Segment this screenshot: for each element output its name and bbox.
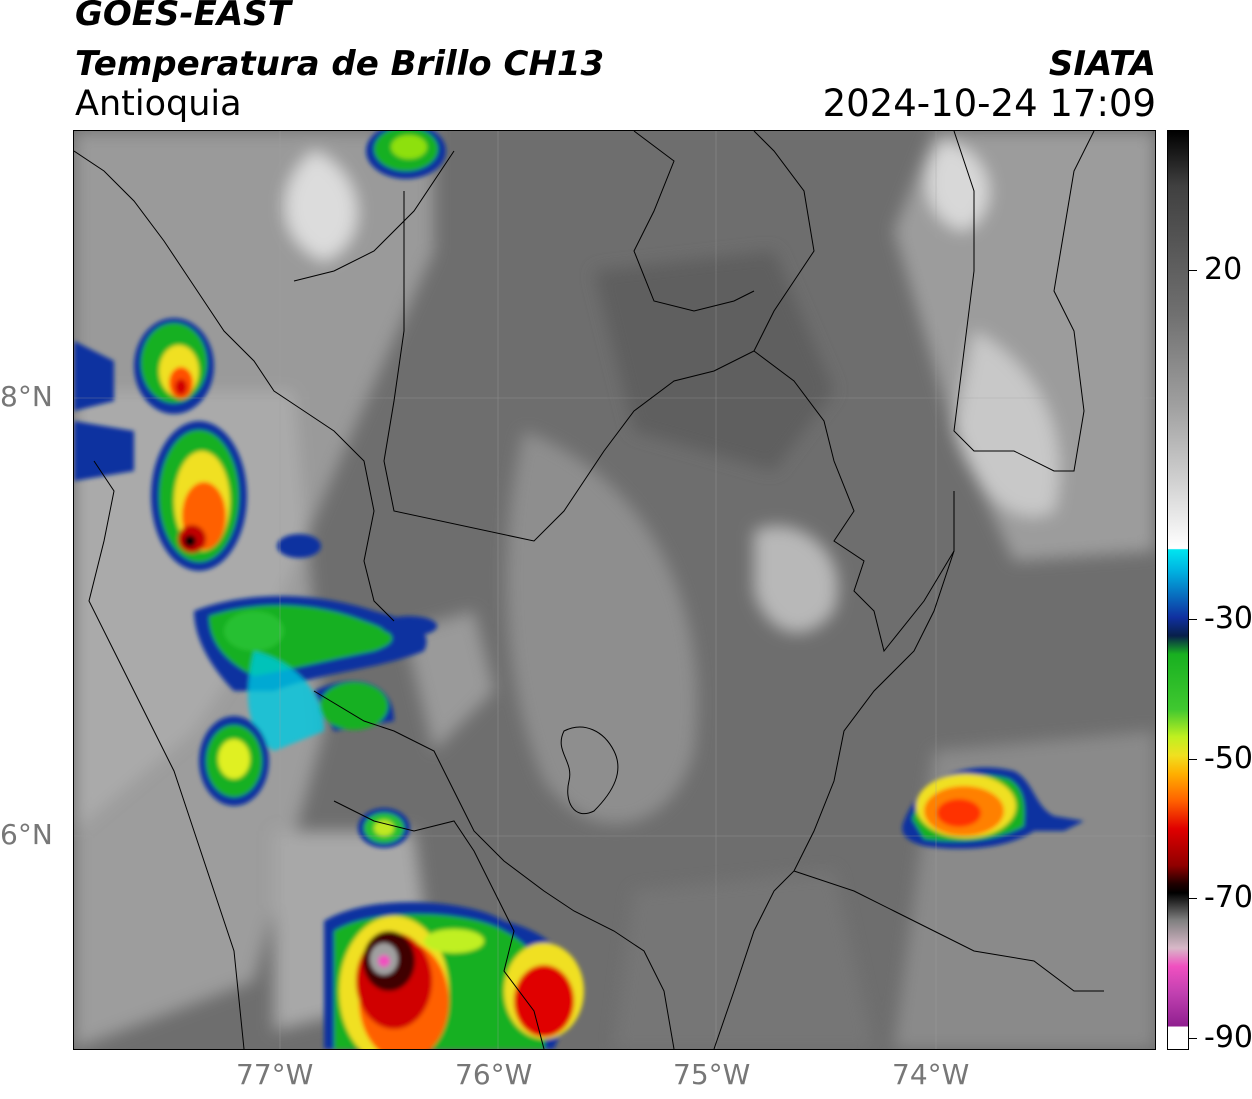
gridlines — [74, 131, 1155, 1049]
colorbar-label-20: 20 — [1204, 252, 1243, 287]
storm-cell-south — [324, 902, 584, 1049]
colorbar-tick-20 — [1189, 270, 1197, 271]
satellite-map[interactable] — [73, 130, 1156, 1050]
region-label: Antioquia — [75, 84, 242, 124]
cloud-texture — [74, 131, 1155, 1049]
colorbar-tick-m30 — [1189, 619, 1197, 620]
storm-cell-east — [902, 767, 1084, 849]
colorbar-tick-m50 — [1189, 759, 1197, 760]
colorbar-tick-m70 — [1189, 898, 1197, 899]
colorbar-label-m90: -90 — [1204, 1020, 1252, 1055]
colorbar-label-m50: -50 — [1204, 741, 1252, 776]
y-tick-8N: 8°N — [0, 380, 53, 413]
x-tick-74W: 74°W — [892, 1058, 970, 1091]
storm-cell-north — [366, 131, 446, 179]
x-tick-76W: 76°W — [455, 1058, 533, 1091]
storm-cell-west — [74, 421, 247, 571]
organization-label: SIATA — [1048, 44, 1156, 84]
administrative-borders — [74, 131, 1104, 1049]
datetime-label: 2024-10-24 17:09 — [822, 82, 1156, 125]
x-tick-77W: 77°W — [236, 1058, 314, 1091]
storm-cells — [74, 131, 1084, 1049]
storm-cell-northwest — [74, 318, 214, 414]
colorbar-label-m30: -30 — [1204, 601, 1252, 636]
y-tick-6N: 6°N — [0, 818, 53, 851]
storm-band-central — [194, 534, 437, 806]
x-tick-75W: 75°W — [673, 1058, 751, 1091]
satellite-title: GOES-EAST — [75, 0, 291, 34]
colorbar-label-m70: -70 — [1204, 880, 1252, 915]
product-title: Temperatura de Brillo CH13 — [75, 44, 605, 84]
colorbar-tick-m90 — [1189, 1038, 1197, 1039]
colorbar — [1167, 130, 1189, 1050]
